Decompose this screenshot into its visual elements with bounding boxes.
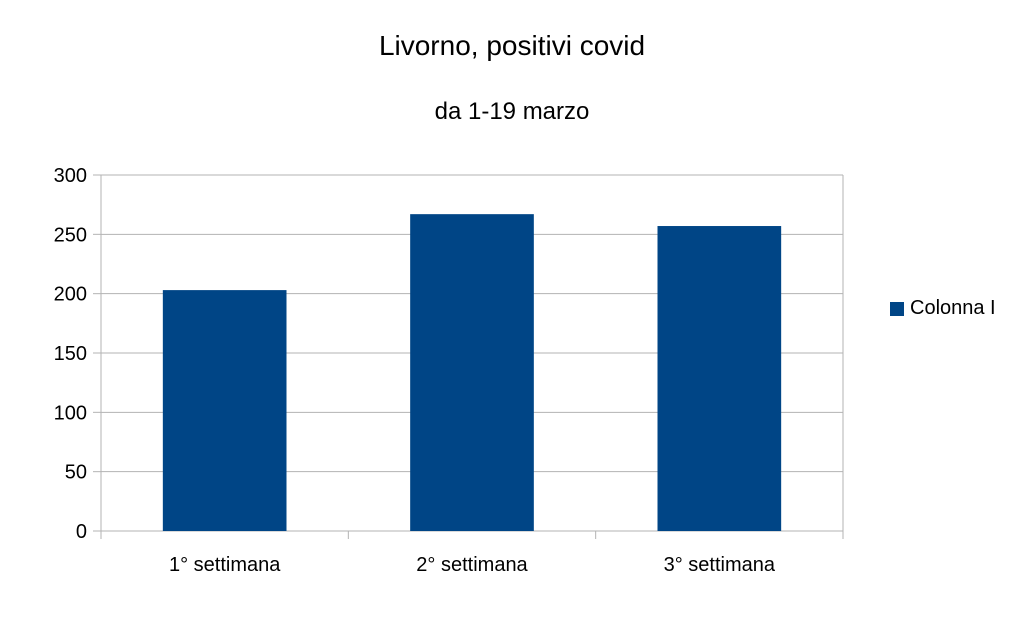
y-tick-label: 150	[54, 343, 87, 365]
chart-title: Livorno, positivi covid	[378, 30, 646, 61]
x-tick-label: 1° settimana	[169, 554, 281, 576]
y-tick-label: 300	[54, 165, 87, 187]
y-tick-label: 200	[54, 284, 87, 306]
chart-subtitle: da 1-19 marzo	[434, 98, 590, 125]
y-tick-label: 50	[65, 462, 87, 484]
y-tick-label: 100	[54, 402, 87, 424]
legend-swatch	[890, 301, 904, 316]
x-tick-label: 3° settimana	[664, 554, 776, 576]
y-tick-label: 250	[54, 224, 87, 246]
bar	[657, 226, 782, 531]
y-tick-label: 0	[76, 521, 87, 543]
legend: Colonna I	[890, 297, 996, 320]
x-tick-label: 2° settimana	[416, 554, 528, 576]
bar	[162, 290, 287, 531]
legend-label: Colonna I	[910, 297, 996, 319]
bar	[410, 214, 534, 531]
